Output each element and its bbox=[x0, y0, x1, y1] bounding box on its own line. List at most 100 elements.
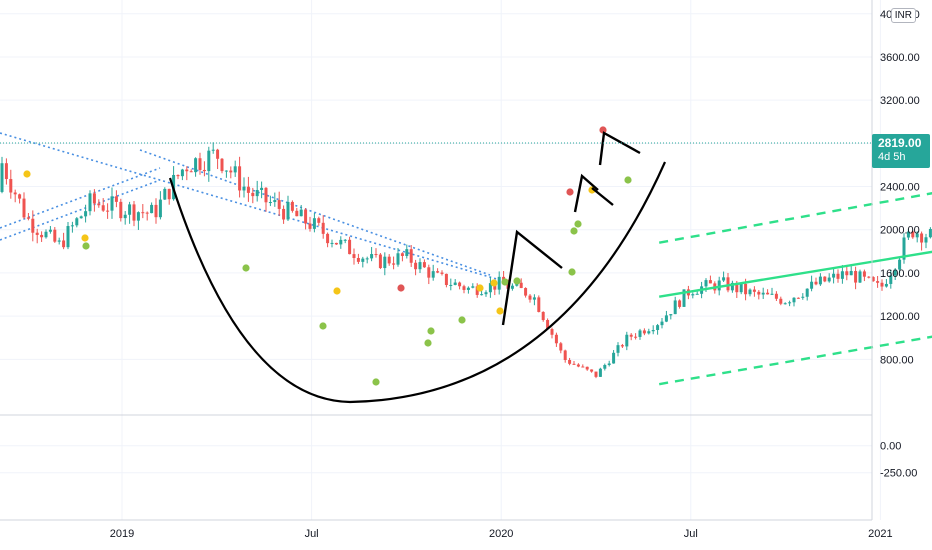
candle-body bbox=[66, 226, 70, 248]
candle-body bbox=[185, 169, 189, 172]
candle-body bbox=[862, 271, 866, 277]
candle-body bbox=[163, 188, 167, 200]
candle-body bbox=[431, 271, 435, 278]
candle-body bbox=[312, 218, 316, 229]
candle-body bbox=[598, 368, 602, 377]
candle-body bbox=[616, 345, 620, 353]
candle-body bbox=[282, 208, 286, 220]
bar-countdown: 4d 5h bbox=[878, 151, 906, 163]
candle-body bbox=[383, 256, 387, 269]
price-tick-label: 0.00 bbox=[880, 441, 901, 453]
candle-body bbox=[216, 149, 220, 159]
candle-body bbox=[708, 280, 712, 284]
dotted-trendline bbox=[0, 132, 501, 281]
candle-body bbox=[757, 291, 761, 295]
candle-body bbox=[418, 262, 422, 270]
channel-lower-line bbox=[658, 335, 932, 386]
candle-body bbox=[260, 187, 264, 191]
candle-body bbox=[735, 282, 739, 293]
candle-body bbox=[13, 192, 17, 195]
candle-body bbox=[75, 218, 79, 226]
candle-body bbox=[246, 186, 250, 193]
candle-body bbox=[840, 271, 844, 279]
candle-body bbox=[220, 158, 224, 172]
candle-body bbox=[532, 297, 536, 300]
time-axis[interactable]: Jun2019Jul2020Jul2021Jun2022Jun2023 bbox=[0, 528, 932, 540]
candle-body bbox=[290, 201, 294, 211]
candle-body bbox=[612, 352, 616, 364]
signal-dot bbox=[476, 284, 484, 292]
candle-body bbox=[308, 223, 312, 229]
candle-body bbox=[466, 287, 470, 290]
time-tick-label: 2021 bbox=[868, 528, 892, 540]
last-price-value: 2819.00 bbox=[878, 136, 922, 150]
candle-body bbox=[31, 218, 35, 233]
candle-body bbox=[387, 256, 391, 264]
candle-body bbox=[444, 273, 448, 285]
signal-dot bbox=[23, 170, 31, 178]
signal-dot bbox=[570, 227, 578, 235]
candle-body bbox=[400, 253, 404, 256]
candle-body bbox=[224, 170, 228, 172]
candle-body bbox=[198, 158, 202, 170]
candle-body bbox=[238, 166, 242, 191]
candle-body bbox=[361, 258, 365, 262]
price-axis[interactable]: 4000.003600.003200.002800.002400.002000.… bbox=[880, 9, 920, 480]
candle-body bbox=[559, 343, 563, 351]
candle-body bbox=[264, 187, 268, 203]
dotted-trendlines bbox=[0, 132, 501, 281]
candle-body bbox=[44, 231, 48, 238]
candle-body bbox=[607, 363, 611, 366]
candle-body bbox=[823, 276, 827, 282]
signal-dot bbox=[458, 316, 466, 324]
candle-body bbox=[704, 280, 708, 287]
candle-body bbox=[343, 239, 347, 241]
candle-body bbox=[150, 204, 154, 214]
candle-body bbox=[123, 214, 127, 219]
candle-body bbox=[475, 286, 479, 295]
candle-body bbox=[128, 204, 132, 215]
signal-dot bbox=[501, 278, 509, 286]
time-tick-label: Jul bbox=[305, 528, 319, 540]
candle-body bbox=[299, 209, 303, 217]
signal-dot bbox=[242, 264, 250, 272]
candle-body bbox=[484, 292, 488, 295]
candle-body bbox=[339, 239, 343, 245]
candle-body bbox=[783, 303, 787, 305]
flag-pattern bbox=[501, 229, 563, 326]
flag-pattern bbox=[573, 173, 599, 213]
candle-body bbox=[594, 371, 598, 377]
signal-dot bbox=[424, 339, 432, 347]
currency-badge[interactable]: INR bbox=[890, 8, 916, 23]
candle-body bbox=[9, 179, 13, 193]
candle-body bbox=[176, 174, 180, 177]
candle-body bbox=[550, 329, 554, 335]
candle-body bbox=[642, 330, 646, 334]
candle-body bbox=[189, 171, 193, 173]
candle-body bbox=[317, 218, 321, 223]
candle-body bbox=[678, 300, 682, 307]
candle-body bbox=[858, 271, 862, 283]
candle-body bbox=[233, 166, 237, 173]
candle-body bbox=[581, 366, 585, 368]
candle-body bbox=[651, 330, 655, 332]
regression-channel bbox=[658, 192, 932, 386]
candle-body bbox=[682, 289, 686, 307]
candle-body bbox=[867, 276, 871, 278]
dotted-trendline bbox=[0, 167, 161, 229]
candle-body bbox=[0, 163, 4, 192]
candle-body bbox=[295, 210, 299, 217]
signal-dot bbox=[490, 279, 498, 287]
signal-dot bbox=[566, 188, 574, 196]
candle-body bbox=[488, 283, 492, 293]
chart-grid bbox=[0, 0, 881, 520]
candle-body bbox=[629, 334, 633, 337]
candle-body bbox=[392, 263, 396, 265]
candle-body bbox=[326, 233, 330, 244]
candle-body bbox=[818, 276, 822, 285]
candle-body bbox=[4, 163, 8, 180]
candle-body bbox=[405, 249, 409, 256]
candle-body bbox=[79, 216, 83, 219]
candle-body bbox=[625, 334, 629, 347]
